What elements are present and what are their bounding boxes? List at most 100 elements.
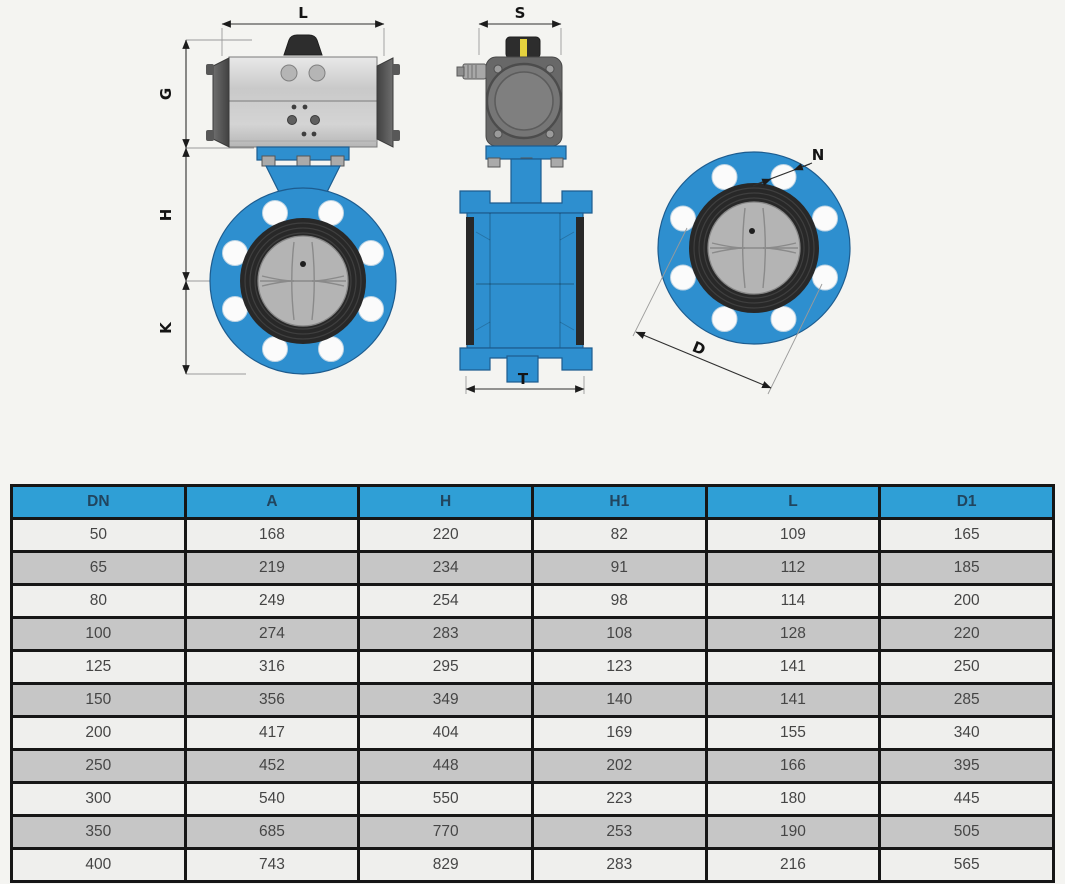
port-hole [310,115,320,125]
top-flange [459,190,593,214]
pilot-dot [302,104,308,110]
table-row-dn-300: 300 540 550 223 180 445 [10,781,1055,817]
actuator-front [206,34,400,148]
dimension-N: N [752,146,825,187]
table-cell: 123 [530,649,708,685]
dimension-table: DN A H H1 L D1 50 168 220 82 109 165 65 219 234 91 112 1… [10,484,1055,883]
table-cell: 128 [704,616,882,652]
table-cell: 185 [878,550,1055,586]
table-cell: 114 [704,583,882,619]
table-cell: 254 [357,583,534,619]
cap-lug [206,130,214,141]
table-cell: 283 [530,847,708,883]
table-cell: 50 [10,517,187,553]
table-cell: 283 [357,616,534,652]
column-header-H1: H1 [530,484,708,520]
table-cell: 274 [183,616,361,652]
actuator-endcap-left [212,57,230,148]
table-cell: 98 [530,583,708,619]
table-cell: 349 [357,682,534,718]
table-header-row: DN A H H1 L D1 [10,484,1055,520]
table-cell: 220 [357,517,534,553]
table-cell: 829 [357,847,534,883]
table-cell: 400 [10,847,187,883]
bolt-hole [670,264,696,291]
table-row-dn-125: 125 316 295 123 141 250 [10,649,1055,685]
table-row-dn-200: 200 417 404 169 155 340 [10,715,1055,751]
table-cell: 223 [530,781,708,817]
side-view: S [456,4,593,394]
stem-pin [749,228,755,234]
air-port [280,64,298,82]
table-cell: 448 [357,748,534,784]
bolt-hole [711,164,738,190]
table-cell: 112 [704,550,882,586]
table-cell: 180 [704,781,882,817]
table-cell: 202 [530,748,708,784]
table-cell: 295 [357,649,534,685]
cap-lug [392,64,400,75]
corner-screw [545,129,555,139]
bolt-hole [711,306,738,332]
port-hole [287,115,297,125]
bottom-flange [459,347,593,371]
table-cell: 249 [183,583,361,619]
pilot-dot [291,104,297,110]
dim-label-H: H [157,209,175,222]
technical-drawing: L G H K [157,4,851,395]
table-cell: 141 [704,649,882,685]
bolt-hole [812,205,838,232]
bolt-hole [770,164,797,190]
table-cell: 82 [530,517,708,553]
table-cell: 350 [10,814,187,850]
front-view: L G H K [157,4,400,375]
table-cell: 168 [183,517,361,553]
table-cell: 452 [183,748,361,784]
table-cell: 395 [878,748,1055,784]
table-cell: 109 [704,517,882,553]
table-cell: 165 [878,517,1055,553]
table-cell: 445 [878,781,1055,817]
table-row-dn-250: 250 452 448 202 166 395 [10,748,1055,784]
bolt-hole [670,205,696,232]
seat-edge-right [576,217,584,345]
bolt-hole [770,306,797,332]
table-cell: 190 [704,814,882,850]
dimension-GHK: G H K [157,39,282,375]
valve-side [459,145,593,383]
table-cell: 550 [357,781,534,817]
mounting-bracket-front [256,146,350,193]
actuator-knob [283,34,323,56]
stem-pin [300,261,306,267]
column-header-L: L [704,484,882,520]
actuator-side [456,36,563,147]
dim-label-N: N [812,146,825,164]
actuator-endcap-right [376,57,394,148]
bottom-boss [506,355,539,383]
air-fitting [462,63,487,80]
table-cell: 250 [10,748,187,784]
table-row-dn-100: 100 274 283 108 128 220 [10,616,1055,652]
table-cell: 250 [878,649,1055,685]
table-row-dn-400: 400 743 829 283 216 565 [10,847,1055,883]
corner-screw [545,64,555,74]
flange-view: N D [632,146,851,395]
column-header-D1: D1 [878,484,1055,520]
column-header-H: H [357,484,534,520]
table-row-dn-50: 50 168 220 82 109 165 [10,517,1055,553]
air-port [308,64,326,82]
dimension-S: S [478,4,562,55]
table-cell: 141 [704,682,882,718]
bolt-hole [812,264,838,291]
table-cell: 219 [183,550,361,586]
dim-label-T: T [518,370,529,388]
dim-label-K: K [157,321,175,334]
table-cell: 150 [10,682,187,718]
table-header: DN A H H1 L D1 [10,484,1055,520]
dim-label-L: L [298,4,308,22]
table-cell: 234 [357,550,534,586]
table-cell: 404 [357,715,534,751]
dim-label-S: S [515,4,526,22]
table-body: 50 168 220 82 109 165 65 219 234 91 112 185 80 249 254… [10,517,1055,883]
table-cell: 340 [878,715,1055,751]
